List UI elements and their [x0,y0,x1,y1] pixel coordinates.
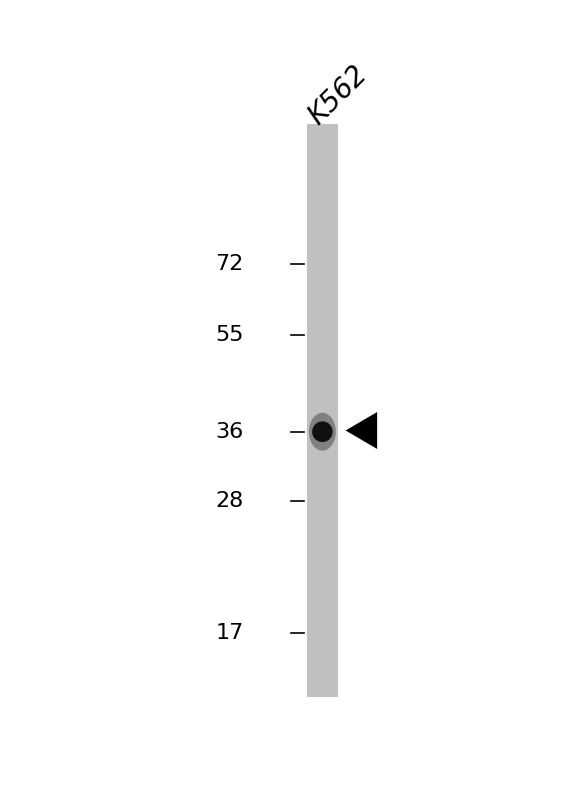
Ellipse shape [312,422,333,442]
Text: 72: 72 [215,254,244,274]
Text: 17: 17 [215,623,244,643]
Text: 28: 28 [215,491,244,511]
Text: 55: 55 [215,325,244,345]
Text: K562: K562 [303,60,373,130]
Polygon shape [346,412,377,449]
Ellipse shape [309,413,336,450]
Bar [307,124,338,697]
Text: 36: 36 [215,422,244,442]
